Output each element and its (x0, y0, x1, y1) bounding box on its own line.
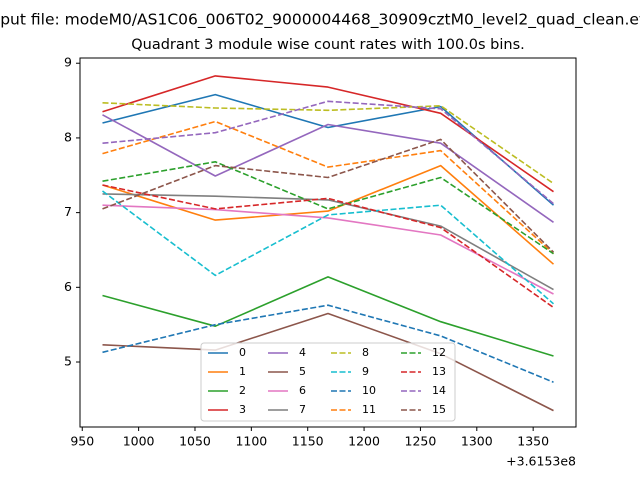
legend-box (200, 342, 456, 422)
legend-label-0: 0 (239, 346, 246, 359)
x-offset-label: +3.6153e8 (506, 454, 576, 469)
series-line-13 (102, 184, 554, 309)
x-axis: 950 1000 1050 1100 1150 1200 1250 1300 1350 (70, 427, 549, 449)
legend-label-12: 12 (432, 346, 446, 359)
y-tick-label: 7 (64, 204, 72, 219)
y-tick-label: 6 (64, 279, 72, 294)
series-line-14 (102, 100, 555, 205)
x-tick-label: 1350 (517, 434, 549, 449)
legend-label-15: 15 (432, 403, 446, 416)
series-line-9 (102, 190, 555, 305)
y-tick-label: 9 (64, 55, 72, 70)
legend-label-11: 11 (362, 403, 376, 416)
axes-frame (79, 57, 577, 428)
x-tick-label: 1300 (461, 434, 493, 449)
series-line-11 (102, 120, 555, 255)
legend-label-10: 10 (362, 384, 376, 397)
x-tick-label: 1100 (235, 434, 267, 449)
series-line-15 (102, 138, 555, 253)
legend-label-8: 8 (362, 346, 369, 359)
legend-label-5: 5 (299, 365, 306, 378)
series-line-4 (102, 114, 554, 223)
plot-area: 950 1000 1050 1100 1150 1200 1250 1300 1350 5678… (64, 55, 577, 449)
legend-label-4: 4 (299, 346, 306, 359)
series-layer (102, 75, 555, 412)
series-line-8 (102, 102, 554, 185)
series-line-2 (102, 276, 554, 357)
figure-suptitle: Input file: modeM0/AS1C06_006T02_9000004… (0, 11, 640, 30)
x-tick-label: 1200 (348, 434, 380, 449)
legend-label-14: 14 (432, 384, 446, 397)
x-tick-label: 1000 (123, 434, 155, 449)
x-tick-label: 1050 (179, 434, 211, 449)
y-tick-label: 8 (64, 129, 72, 144)
series-line-5 (102, 312, 554, 412)
x-tick-label: 950 (70, 434, 94, 449)
legend-label-2: 2 (239, 384, 246, 397)
x-tick-label: 1150 (292, 434, 324, 449)
legend-label-7: 7 (299, 403, 306, 416)
y-tick-label: 5 (64, 354, 72, 369)
legend-label-6: 6 (299, 384, 306, 397)
legend-label-3: 3 (239, 403, 246, 416)
chart-title: Quadrant 3 module wise count rates with … (131, 37, 525, 53)
x-tick-label: 1250 (405, 434, 437, 449)
series-line-10 (102, 304, 554, 383)
y-axis: 5 6 7 8 9 (64, 55, 80, 369)
legend-label-1: 1 (239, 365, 246, 378)
legend-label-13: 13 (432, 365, 446, 378)
series-line-7 (102, 193, 554, 291)
legend-label-9: 9 (362, 365, 369, 378)
